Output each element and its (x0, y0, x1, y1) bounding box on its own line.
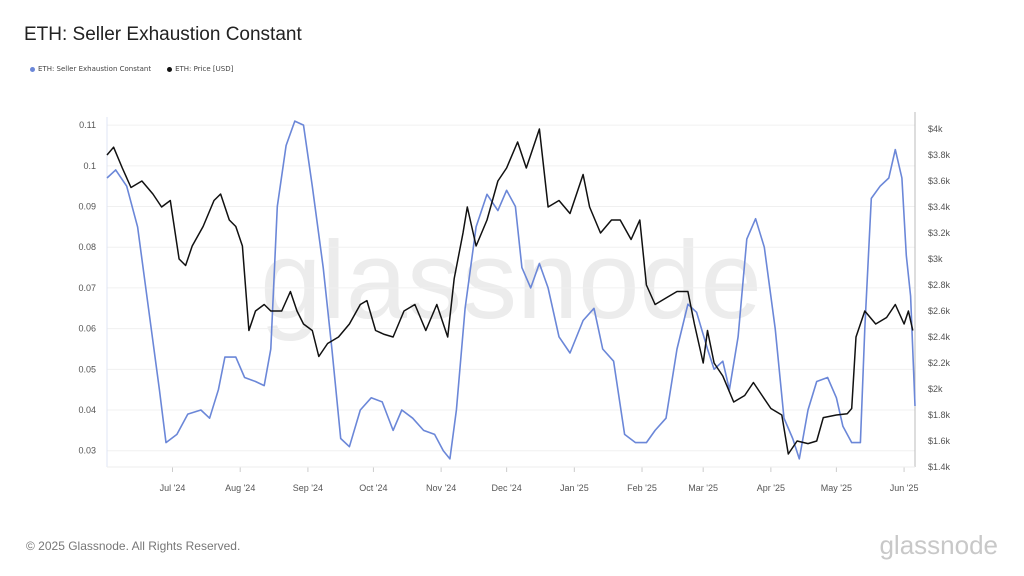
y-left-tick-label: 0.11 (79, 120, 96, 130)
y-left-tick-label: 0.09 (78, 202, 96, 212)
watermark: glassnode (260, 219, 762, 342)
y-right-tick-label: $2.6k (928, 306, 951, 316)
y-right-tick-label: $1.8k (928, 410, 951, 420)
glassnode-logo: glassnode (879, 530, 998, 560)
x-tick-label: Mar '25 (688, 483, 718, 493)
x-tick-label: May '25 (821, 483, 852, 493)
y-right-tick-label: $1.4k (928, 462, 951, 472)
y-right-tick-label: $3.8k (928, 150, 951, 160)
copyright-text: © 2025 Glassnode. All Rights Reserved. (26, 539, 241, 553)
y-right-tick-label: $1.6k (928, 436, 951, 446)
y-left-tick-label: 0.03 (78, 446, 96, 456)
legend-dot-icon (30, 66, 35, 72)
y-left-tick-label: 0.1 (83, 161, 96, 171)
legend-dot-icon (167, 66, 173, 72)
y-right-tick-label: $3.6k (928, 176, 951, 186)
x-tick-label: Feb '25 (627, 483, 657, 493)
y-right-tick-label: $3.2k (928, 228, 951, 238)
y-left-tick-label: 0.04 (78, 405, 96, 415)
chart-title: ETH: Seller Exhaustion Constant (24, 24, 302, 45)
y-right-tick-label: $2.8k (928, 280, 951, 290)
series-line-price (106, 128, 914, 455)
y-right-tick-label: $2.2k (928, 358, 951, 368)
y-right-tick-label: $3k (928, 254, 943, 264)
x-tick-label: Apr '25 (757, 483, 785, 493)
x-tick-label: Jun '25 (890, 483, 919, 493)
legend: ETH: Seller Exhaustion Constant ETH: Pri… (30, 65, 233, 73)
legend-item-sec[interactable]: ETH: Seller Exhaustion Constant (30, 65, 151, 73)
legend-label: ETH: Seller Exhaustion Constant (38, 65, 152, 73)
x-tick-label: Dec '24 (492, 483, 522, 493)
y-right-tick-label: $2k (928, 384, 943, 394)
x-tick-label: Oct '24 (359, 483, 387, 493)
x-tick-label: Jul '24 (160, 483, 186, 493)
y-right-tick-label: $4k (928, 124, 943, 134)
y-left-tick-label: 0.05 (78, 364, 96, 374)
y-left-tick-label: 0.06 (78, 324, 96, 334)
y-left-tick-label: 0.07 (78, 283, 96, 293)
y-right-tick-label: $3.4k (928, 202, 951, 212)
legend-item-price[interactable]: ETH: Price [USD] (167, 65, 233, 73)
legend-label: ETH: Price [USD] (175, 65, 234, 73)
y-right-tick-label: $2.4k (928, 332, 951, 342)
series-line-seller-exhaustion (106, 120, 916, 460)
y-left-tick-label: 0.08 (78, 242, 96, 252)
x-tick-label: Nov '24 (426, 483, 456, 493)
x-tick-label: Sep '24 (293, 483, 323, 493)
x-tick-label: Jan '25 (560, 483, 589, 493)
x-tick-label: Aug '24 (225, 483, 255, 493)
